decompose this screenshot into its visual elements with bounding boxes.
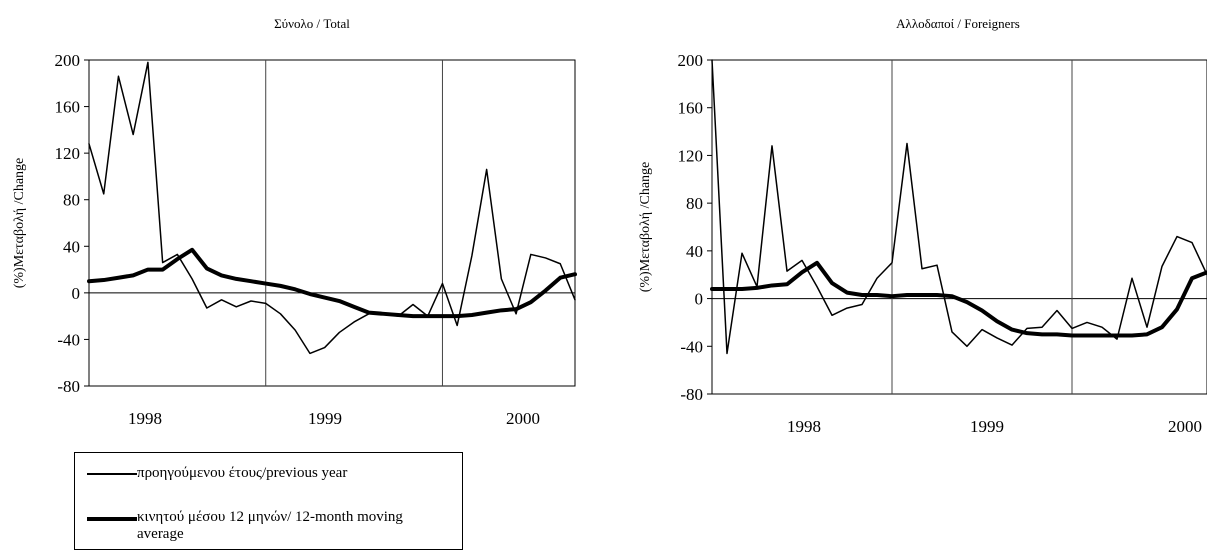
y-tick-label: -80 — [57, 377, 80, 396]
x-tick-label: 1998 — [128, 409, 162, 428]
y-tick-label: 200 — [678, 51, 704, 70]
y-tick-label: -40 — [680, 337, 703, 356]
legend-item-previous-year: προηγούμενου έτους/previous year — [87, 465, 437, 482]
y-tick-label: 40 — [63, 237, 80, 256]
y-tick-label: 120 — [55, 144, 81, 163]
y-tick-label: 160 — [55, 98, 81, 117]
y-tick-label: -40 — [57, 330, 80, 349]
y-tick-label: 0 — [72, 284, 81, 303]
x-tick-label: 1998 — [787, 417, 821, 436]
x-tick-label: 1999 — [970, 417, 1004, 436]
legend-swatch-thin-line — [87, 473, 137, 475]
chart-title: Σύνολο / Total — [274, 16, 350, 31]
y-tick-label: 40 — [686, 242, 703, 261]
y-tick-label: 200 — [55, 51, 81, 70]
series-line-previous-year — [711, 59, 1207, 355]
x-tick-label: 2000 — [506, 409, 540, 428]
x-tick-label: 2000 — [1168, 417, 1202, 436]
series-line-moving-average — [710, 260, 1207, 338]
y-tick-label: 160 — [678, 99, 704, 118]
y-axis-label: (%)Μεταβολή /Change — [638, 162, 653, 293]
legend-label: προηγούμενου έτους/previous year — [137, 465, 348, 481]
series-line-moving-average — [87, 247, 577, 319]
legend-swatch-thick-line — [87, 517, 137, 521]
y-tick-label: -80 — [680, 385, 703, 404]
legend-label: κινητού μέσου 12 μηνών/ 12-month moving … — [137, 509, 403, 542]
chart-title: Αλλοδαποί / Foreigners — [896, 16, 1020, 31]
chart-total: Σύνολο / Total (%)Μεταβολή /Change -80 -40 0… — [12, 16, 577, 428]
y-tick-label: 80 — [686, 194, 703, 213]
y-tick-label: 80 — [63, 191, 80, 210]
y-tick-label: 120 — [678, 146, 704, 165]
plot-area-frame — [711, 59, 1207, 395]
x-tick-label: 1999 — [308, 409, 342, 428]
y-axis-label: (%)Μεταβολή /Change — [12, 158, 27, 289]
y-tick-label: 0 — [695, 290, 704, 309]
legend-item-moving-average: κινητού μέσου 12 μηνών/ 12-month moving … — [87, 509, 437, 543]
legend: προηγούμενου έτους/previous year κινητού… — [74, 452, 463, 550]
plot-area-frame — [88, 59, 576, 387]
chart-foreigners: Αλλοδαποί / Foreigners (%)Μεταβολή /Chang… — [638, 16, 1207, 436]
series-line-previous-year — [88, 61, 576, 355]
